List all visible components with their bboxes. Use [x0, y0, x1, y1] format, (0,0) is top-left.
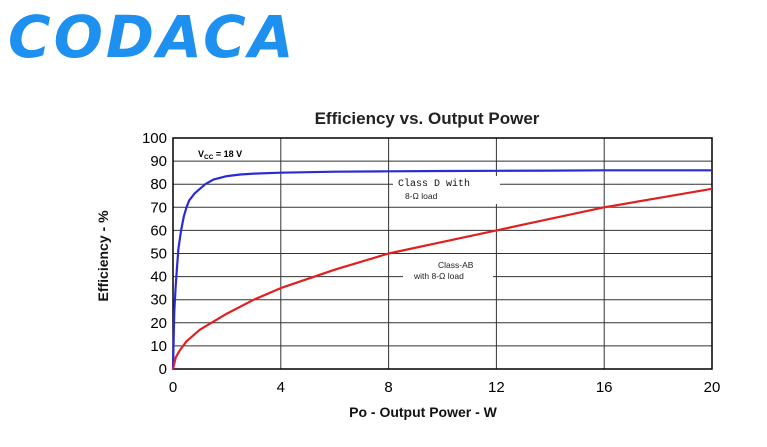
y-tick-label: 50: [150, 246, 167, 263]
series-layer: [171, 169, 713, 370]
vcc-annotation: VCC = 18 V: [194, 146, 269, 161]
chart-title: Efficiency vs. Output Power: [315, 109, 540, 128]
vcc-subscript: CC: [204, 154, 214, 161]
vcc-value: = 18 V: [213, 149, 242, 159]
class-d-label-line2: 8-Ω load: [405, 191, 438, 201]
y-tick-label: 10: [150, 338, 167, 355]
y-tick-label: 0: [159, 361, 167, 378]
class-ab-label-line2: with 8-Ω load: [413, 271, 464, 281]
x-tick-label: 12: [488, 379, 505, 396]
class-d-series-line: [171, 169, 712, 370]
y-tick-label: 40: [150, 269, 167, 286]
x-tick-label: 4: [277, 379, 285, 396]
tick-labels: 0 10 20 30 40 50 60 70 80 90 100 0 4 8 12 16 20: [142, 130, 720, 396]
y-tick-label: 100: [142, 130, 167, 147]
x-axis-label: Po - Output Power - W: [349, 404, 498, 420]
x-tick-label: 0: [169, 379, 177, 396]
y-tick-label: 60: [150, 222, 167, 239]
vcc-symbol: V: [198, 149, 204, 159]
y-tick-label: 70: [150, 199, 167, 216]
svg-text:VCC = 18 V: VCC = 18 V: [198, 149, 242, 161]
x-tick-label: 20: [704, 379, 721, 396]
class-ab-label-line1: Class-AB: [438, 260, 474, 270]
class-ab-annotation: Class-AB with 8-Ω load: [403, 258, 493, 284]
x-tick-label: 8: [384, 379, 392, 396]
y-tick-label: 80: [150, 176, 167, 193]
class-ab-series-line: [171, 187, 713, 370]
y-tick-label: 30: [150, 292, 167, 309]
y-tick-label: 20: [150, 315, 167, 332]
codaca-logo: CODACA: [8, 3, 297, 71]
y-axis-label: Efficiency - %: [95, 210, 111, 302]
x-tick-label: 16: [596, 379, 613, 396]
class-d-label-line1: Class D with: [398, 178, 470, 190]
y-tick-label: 90: [150, 153, 167, 170]
class-d-annotation: Class D with 8-Ω load: [393, 176, 500, 204]
plot-frame: [172, 137, 713, 370]
